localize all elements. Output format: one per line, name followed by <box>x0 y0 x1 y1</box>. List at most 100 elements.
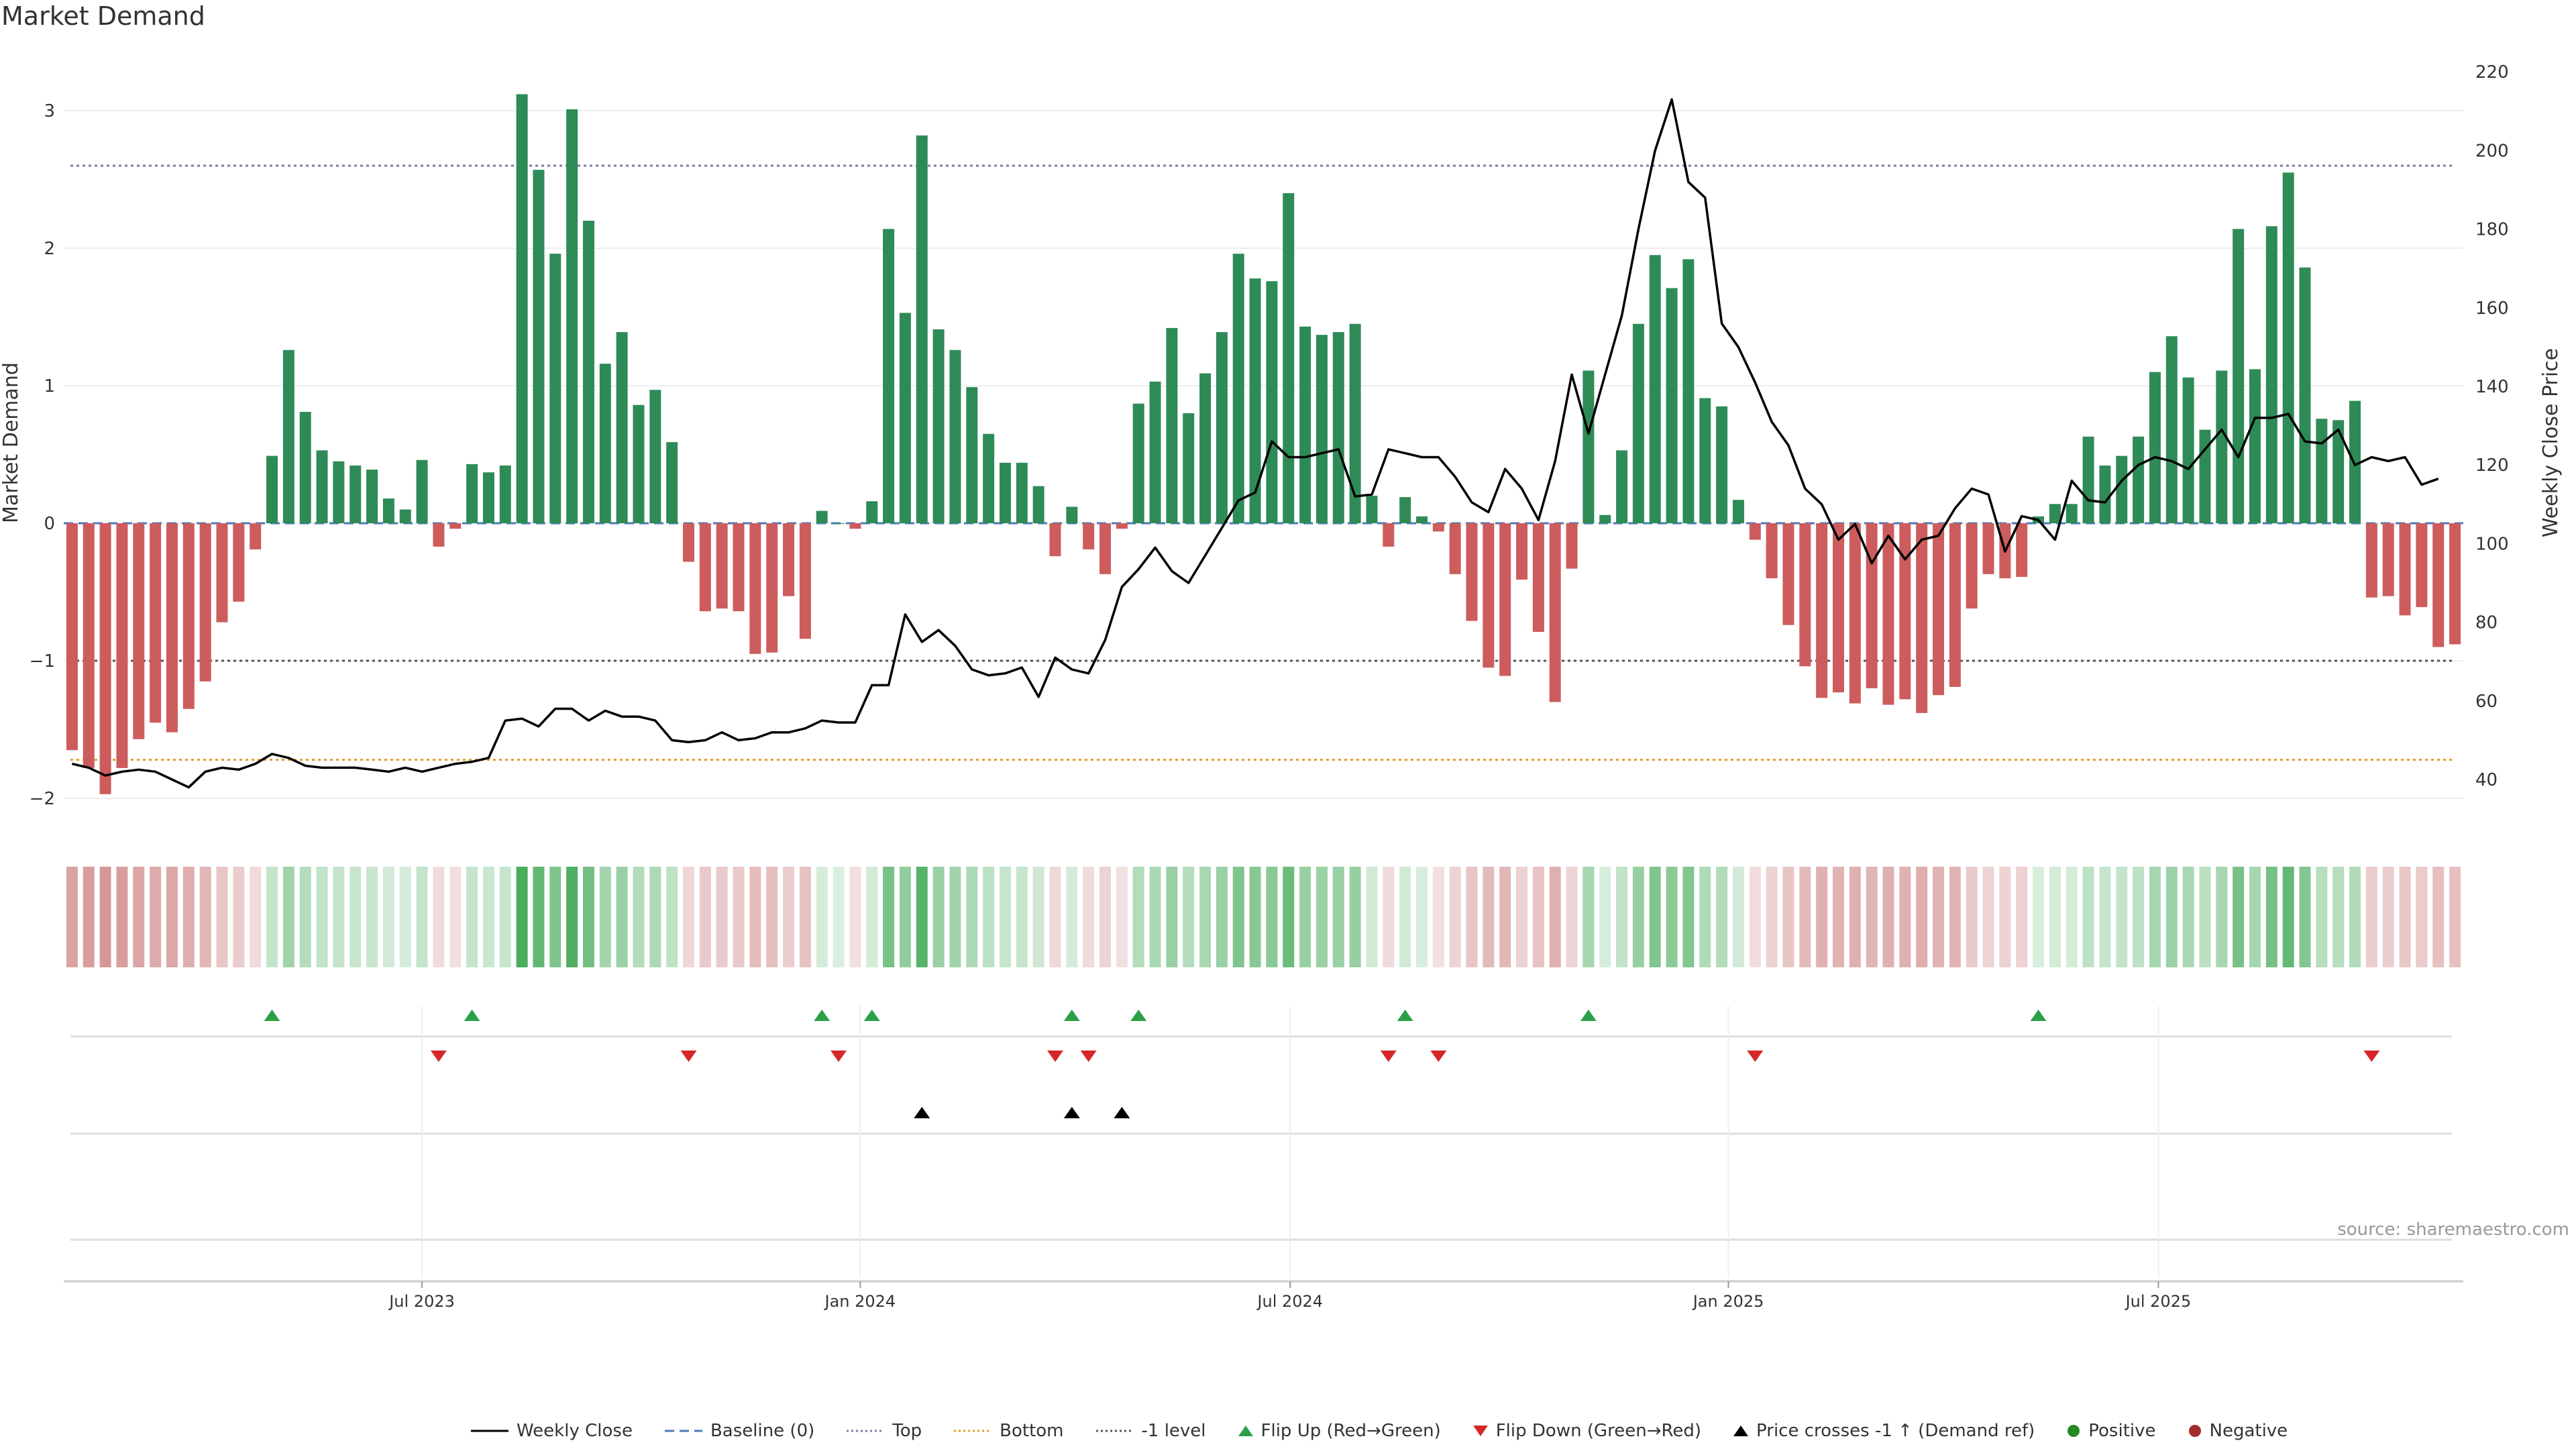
legend-label: Negative <box>2209 1421 2288 1441</box>
y2-tick-label: 80 <box>2475 613 2498 633</box>
heat-cell <box>1349 867 1361 967</box>
heat-cell <box>533 867 545 967</box>
heat-cell <box>116 867 128 967</box>
demand-bar <box>2016 523 2028 577</box>
demand-bar <box>216 523 228 623</box>
demand-bar <box>1032 486 1044 523</box>
demand-bar <box>2116 455 2128 523</box>
demand-bar <box>1349 323 1361 523</box>
x-tick-label: Jan 2025 <box>1692 1292 1764 1311</box>
y-tick-label: 3 <box>44 101 55 121</box>
demand-bar <box>733 523 745 612</box>
heat-cell <box>433 867 445 967</box>
heat-cell <box>1849 867 1861 967</box>
heat-cell <box>932 867 945 967</box>
heat-cell <box>499 867 511 967</box>
heat-cell <box>2265 867 2277 967</box>
heat-cell <box>2033 867 2045 967</box>
heat-cell <box>1366 867 1378 967</box>
demand-bar <box>1749 523 1761 540</box>
heat-cell <box>2116 867 2128 967</box>
heat-cell <box>2065 867 2078 967</box>
heat-cell <box>2282 867 2294 967</box>
demand-bar <box>1866 523 1878 688</box>
legend-item-flip-up: Flip Up (Red→Green) <box>1237 1421 1441 1441</box>
heat-cell <box>282 867 294 967</box>
heat-cell <box>2432 867 2445 967</box>
heat-cell <box>616 867 628 967</box>
heat-cell <box>1949 867 1961 967</box>
heat-cell <box>1166 867 1178 967</box>
demand-bar <box>1049 523 1061 557</box>
heat-cell <box>999 867 1011 967</box>
legend-item-bottom: Bottom <box>953 1421 1064 1441</box>
heat-cell <box>1882 867 1894 967</box>
heat-cell <box>1532 867 1544 967</box>
heat-cell <box>599 867 611 967</box>
demand-bar <box>1499 523 1511 676</box>
heat-cell <box>482 867 494 967</box>
flip-down-marker <box>1046 1051 1063 1062</box>
x-tick-label: Jul 2023 <box>388 1292 455 1311</box>
heat-cell <box>133 867 145 967</box>
demand-bar <box>499 465 511 523</box>
heat-cell <box>416 867 428 967</box>
demand-bar <box>582 221 594 523</box>
heat-cell <box>2233 867 2245 967</box>
flip-down-marker <box>430 1051 447 1062</box>
circle-icon <box>2188 1425 2201 1437</box>
demand-bar <box>2399 523 2411 616</box>
demand-bar <box>366 470 378 523</box>
triangle-up-icon <box>1733 1426 1749 1436</box>
demand-bar <box>999 462 1011 523</box>
heat-cell <box>1582 867 1595 967</box>
price-series <box>72 98 2439 789</box>
heat-cell <box>2182 867 2194 967</box>
legend-label: Top <box>892 1421 922 1441</box>
y-tick-label: 2 <box>44 239 55 259</box>
demand-bar <box>2082 436 2094 523</box>
price-cross-marker <box>1114 1107 1130 1118</box>
demand-bar <box>1216 332 1228 523</box>
demand-bar <box>1183 413 1195 523</box>
heat-cell <box>182 867 195 967</box>
demand-bar <box>2216 370 2228 523</box>
heat-cell <box>299 867 311 967</box>
heat-cell <box>549 867 561 967</box>
demand-bar <box>1882 523 1894 705</box>
demand-bar <box>783 523 795 596</box>
x-axis: Jul 2023 Jan 2024 Jul 2024 Jan 2025 Jul 2025 <box>64 1280 2463 1311</box>
heat-cell <box>683 867 695 967</box>
heat-cell <box>1266 867 1278 967</box>
demand-bar <box>116 523 128 768</box>
demand-bar <box>1732 500 1744 523</box>
demand-bar <box>1399 497 1411 523</box>
y2-axis-label: Weekly Close Price <box>2539 348 2563 537</box>
heat-cell <box>883 867 895 967</box>
demand-bar <box>1582 370 1595 523</box>
source-note: source: sharemaestro.com <box>2337 1220 2569 1240</box>
heat-cell <box>1299 867 1311 967</box>
dotted-line-icon <box>847 1430 885 1432</box>
legend-label: Flip Down (Green→Red) <box>1495 1421 1702 1441</box>
demand-bar <box>1682 259 1695 523</box>
demand-bar <box>1483 523 1495 668</box>
legend-item-price-cross: Price crosses -1 ↑ (Demand ref) <box>1732 1421 2035 1441</box>
heat-cell <box>966 867 978 967</box>
demand-bar <box>1332 332 1344 523</box>
heat-cell <box>983 867 995 967</box>
circle-icon <box>2068 1425 2080 1437</box>
demand-bar <box>1299 326 1311 523</box>
heat-cell <box>1716 867 1728 967</box>
demand-bar <box>649 390 661 523</box>
legend: Weekly Close Baseline (0) Top Bottom -1 … <box>470 1421 2288 1441</box>
heat-cell <box>1999 867 2011 967</box>
heat-cell <box>1782 867 1794 967</box>
demand-bar <box>1099 523 1112 574</box>
heat-cell <box>649 867 661 967</box>
heat-cell <box>1099 867 1112 967</box>
demand-bar <box>150 523 162 723</box>
demand-bar <box>932 329 945 523</box>
heat-cell <box>849 867 861 967</box>
heat-cell <box>1649 867 1661 967</box>
